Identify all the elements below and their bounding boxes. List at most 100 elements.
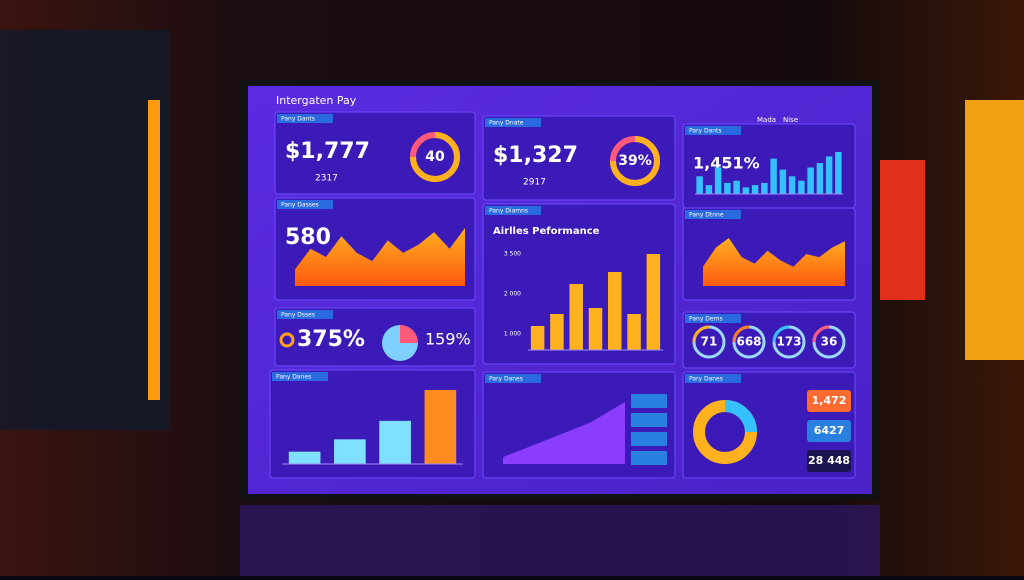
kpi-sub: 2317	[315, 174, 338, 184]
bar	[424, 390, 457, 464]
bar	[569, 284, 583, 350]
red-panel	[875, 160, 925, 300]
panel	[269, 369, 476, 479]
gauge-value: 668	[736, 335, 761, 349]
kpi-box	[807, 420, 851, 442]
list-row	[631, 451, 667, 465]
list-row	[631, 394, 667, 408]
panel	[274, 307, 476, 367]
bar	[608, 272, 622, 350]
bar	[751, 185, 759, 194]
y-tick-label: 2 000	[504, 291, 521, 298]
list-row	[631, 432, 667, 446]
gauge-arc	[732, 325, 750, 343]
kpi-sub: 159%	[425, 330, 471, 349]
bar	[288, 451, 321, 464]
panel-title: Pary Danes	[489, 376, 523, 383]
panel-title: Pany Dasses	[281, 202, 319, 209]
kpi-sub: 2917	[523, 178, 546, 188]
bar	[530, 326, 545, 350]
bar	[816, 163, 824, 194]
panel-tab	[277, 114, 333, 123]
bar	[761, 182, 768, 194]
app-title: Intergaten Pay	[276, 94, 357, 107]
area	[503, 402, 625, 464]
light-strip	[148, 100, 160, 400]
gauge-arc	[610, 136, 660, 186]
pie-slice	[400, 325, 418, 343]
panel-tab	[485, 118, 541, 127]
bar	[724, 182, 731, 194]
panel-title: Pany Dants	[281, 116, 315, 123]
nav-item[interactable]: Mada	[757, 116, 776, 124]
chart-title: Airlles Peformance	[493, 226, 600, 237]
area	[295, 228, 465, 286]
panel-title: Pany Diamns	[489, 208, 528, 215]
panel-tab	[485, 206, 541, 215]
list-row	[631, 413, 667, 427]
nav-item[interactable]: Nise	[783, 116, 798, 124]
bar	[646, 254, 661, 350]
kpi-value: 1,472	[812, 394, 847, 407]
window	[0, 30, 170, 430]
panel-tab	[485, 374, 541, 383]
panel-title: Pary Danes	[689, 376, 723, 383]
area	[703, 238, 845, 286]
panel-title: Pany Dems	[689, 316, 723, 323]
bar	[770, 158, 777, 194]
panel-tab	[277, 310, 333, 319]
bar	[788, 176, 796, 194]
kpi-value: 28 448	[808, 454, 850, 467]
kpi-value: $1,777	[285, 139, 370, 164]
panel	[682, 311, 856, 369]
kpi-value: 580	[285, 225, 331, 250]
kpi-box	[807, 390, 851, 412]
yellow-wall	[965, 100, 1024, 360]
panel-tab	[272, 372, 328, 381]
gauge-arc	[692, 325, 710, 343]
bar	[627, 314, 641, 350]
bar	[807, 167, 814, 194]
panel-tab	[277, 200, 333, 209]
gauge-arc	[410, 132, 460, 182]
y-tick-label: 1 000	[504, 331, 521, 338]
panel-title: Pany Dsses	[281, 312, 315, 319]
bar	[779, 169, 787, 194]
panel-title: Pany Dtnne	[689, 212, 724, 219]
gauge-arc	[812, 325, 830, 343]
gauge-value: 36	[821, 335, 838, 349]
bar	[742, 187, 750, 194]
donut-slice	[724, 400, 757, 433]
panel-tab	[685, 374, 741, 383]
kpi-value: 6427	[814, 424, 845, 437]
bar	[550, 314, 564, 350]
bar	[705, 185, 713, 194]
dashboard: Intergaten Pay Mada Nise Pany Dants $1,77…	[269, 94, 856, 479]
panel-tab	[685, 126, 741, 135]
panel-tab	[685, 314, 741, 323]
panel-tab	[685, 210, 741, 219]
kpi-value: 1,451%	[693, 154, 760, 173]
bar	[733, 180, 740, 194]
y-tick-label: 3 500	[504, 251, 521, 258]
kpi-value: $1,327	[493, 143, 578, 168]
panel-title: Pany Dnate	[489, 120, 524, 127]
panel-title: Pany Danes	[276, 374, 311, 381]
gauge-value: 71	[701, 335, 718, 349]
reflection	[240, 505, 880, 576]
gauge-value: 40	[425, 149, 445, 165]
panel-title: Pary Dants	[689, 128, 722, 135]
bar	[825, 156, 833, 194]
bar	[379, 420, 411, 464]
kpi-value: 375%	[297, 327, 365, 352]
bar	[696, 176, 703, 194]
gauge-value: 173	[776, 335, 801, 349]
icon	[279, 332, 295, 348]
bar	[588, 308, 603, 350]
bar	[714, 167, 722, 194]
kpi-box	[807, 450, 851, 472]
gauge-value: 39%	[618, 153, 652, 169]
bar	[798, 180, 805, 194]
bar	[835, 152, 842, 194]
